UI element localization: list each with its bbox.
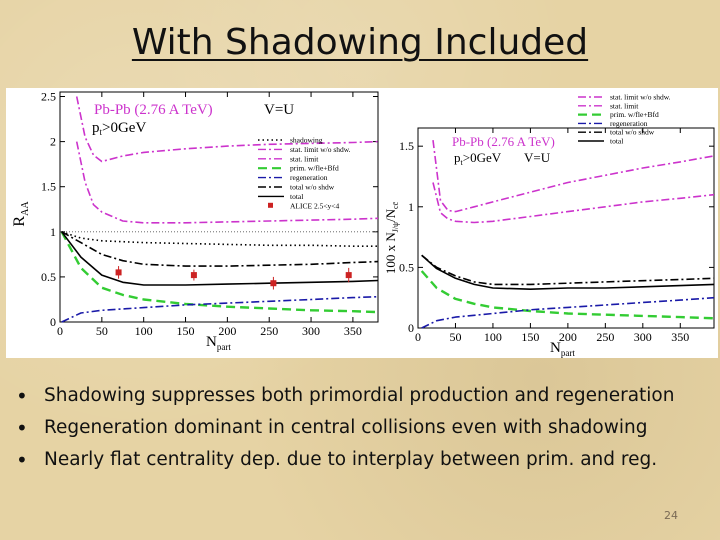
page-number: 24 [664, 509, 678, 522]
data-point [345, 272, 352, 279]
legend-label: shadowing [290, 136, 323, 145]
legend-label: stat. limit w/o shdw. [610, 93, 671, 102]
plot-frame [417, 127, 715, 329]
data-point [115, 269, 122, 276]
legend-label: ALICE 2.5<y<4 [290, 201, 340, 210]
y-axis-label: RAA [11, 201, 31, 227]
x-tick-label: 150 [521, 330, 539, 344]
slide-title: With Shadowing Included [131, 22, 589, 63]
series-line [432, 182, 715, 224]
x-tick-label: 300 [302, 324, 320, 338]
x-tick-label: 50 [96, 324, 108, 338]
legend-label: prim. w/fle+Bfd [290, 164, 339, 173]
legend-label: total w/o shdw [290, 183, 335, 192]
x-tick-label: 200 [218, 324, 236, 338]
y-tick-label: 0.5 [399, 260, 414, 274]
y-tick-label: 0 [50, 315, 56, 329]
data-point [270, 280, 277, 287]
legend-label: stat. limit [610, 101, 639, 110]
legend-label: regeneration [290, 173, 328, 182]
bullet-item: Nearly flat centrality dep. due to inter… [16, 444, 716, 476]
series-line [421, 254, 715, 290]
series-line [60, 231, 379, 314]
series-line [61, 295, 379, 323]
y-tick-label: 2 [50, 135, 56, 149]
series-line [432, 140, 715, 213]
series-line [75, 96, 379, 163]
x-tick-label: 0 [415, 330, 421, 344]
annotation-vu: V=U [524, 150, 551, 165]
x-tick-label: 350 [344, 324, 362, 338]
x-tick-label: 200 [559, 330, 577, 344]
series-line [61, 231, 378, 247]
data-point [190, 272, 197, 279]
x-tick-label: 150 [177, 324, 195, 338]
x-tick-label: 100 [135, 324, 153, 338]
series-line [75, 141, 379, 224]
x-tick-label: 0 [57, 324, 63, 338]
annotation-vu: V=U [264, 102, 294, 118]
annotation-collision: Pb-Pb (2.76 A TeV) [94, 102, 213, 118]
legend-label: total [610, 137, 623, 146]
annotation-pt: pt>0GeV [92, 120, 146, 137]
series-line [420, 270, 715, 320]
annotation-collision: Pb-Pb (2.76 A TeV) [452, 134, 555, 149]
legend-label: stat. limit [290, 154, 319, 163]
x-tick-label: 100 [484, 330, 502, 344]
series-line [61, 231, 379, 286]
series-line [421, 296, 715, 329]
plot-frame [59, 91, 379, 323]
annotation-pt: pt>0GeV [454, 150, 502, 167]
raa-chart: 0 50 100 150 200 250 300 35000.511.522.5Npartsh… [11, 90, 379, 352]
series-line [421, 254, 715, 286]
y-tick-label: 1 [50, 225, 56, 239]
legend-label: prim. w/fle+Bfd [610, 110, 659, 119]
x-tick-label: 50 [449, 330, 461, 344]
jpsi-ratio-chart: 0 50 100 150 200 250 300 35000.511.5Npartstat. … [383, 93, 715, 358]
series-line [61, 231, 379, 267]
legend-marker [268, 202, 273, 208]
bullet-item: Shadowing suppresses both primordial pro… [16, 380, 716, 412]
legend-label: total [290, 192, 303, 201]
y-tick-label: 1.5 [399, 139, 414, 153]
x-tick-label: 250 [260, 324, 278, 338]
legend-label: regeneration [610, 119, 648, 128]
y-tick-label: 1.5 [41, 180, 56, 194]
y-axis-label: 100 x NJ/ψ/Ncc̄ [383, 201, 400, 274]
x-tick-label: 250 [596, 330, 614, 344]
x-tick-label: 300 [634, 330, 652, 344]
figure-panel: 0 50 100 150 200 250 300 350 0 0.5 1 1.5 2 2.5 Npart sh… [6, 88, 718, 358]
bullet-item: Regeneration dominant in central collisi… [16, 412, 716, 444]
legend-label: total w/o shdw [610, 128, 655, 137]
x-tick-label: 350 [671, 330, 689, 344]
y-tick-label: 1 [408, 200, 414, 214]
legend-label: stat. limit w/o shdw. [290, 145, 351, 154]
y-tick-label: 0 [408, 321, 414, 335]
bullet-list: Shadowing suppresses both primordial pro… [16, 380, 716, 476]
y-tick-label: 2.5 [41, 90, 56, 104]
y-tick-label: 0.5 [41, 270, 56, 284]
